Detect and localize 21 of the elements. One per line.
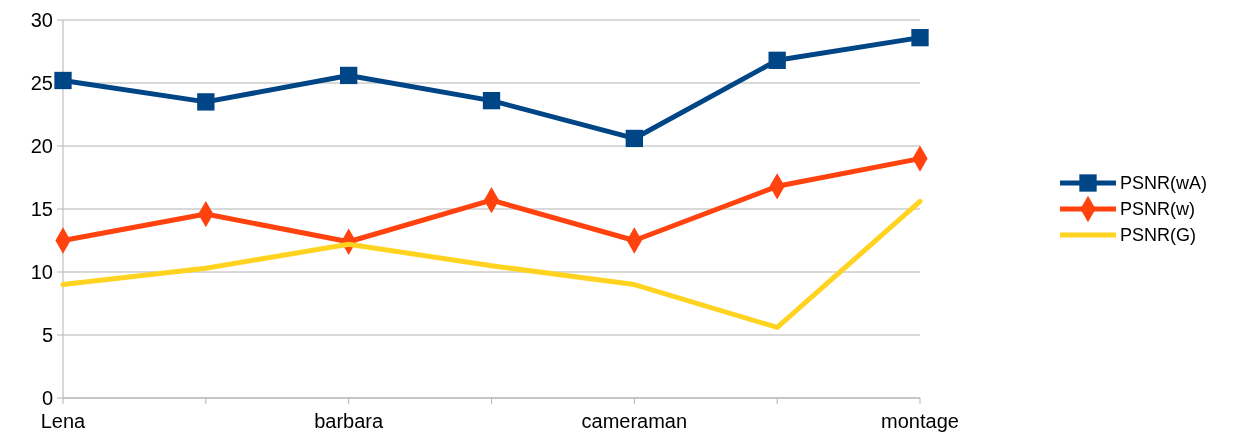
y-tick-label: 10 (30, 261, 53, 283)
legend-label: PSNR(wA) (1120, 173, 1208, 194)
point (340, 66, 358, 85)
y-tick-label: 20 (30, 135, 53, 157)
legend-label: PSNR(w) (1120, 199, 1195, 220)
point (482, 91, 501, 110)
point (768, 51, 786, 69)
point (625, 129, 643, 148)
y-tick-label: 30 (30, 9, 53, 31)
x-tick-label: Lena (40, 410, 87, 432)
x-tick-label: montage (881, 410, 959, 432)
y-tick-label: 25 (30, 72, 53, 94)
y-tick-label: 15 (30, 198, 53, 220)
y-tick-label: 5 (41, 324, 53, 346)
point (54, 71, 72, 90)
x-tick-label: cameraman (581, 410, 688, 432)
point (197, 93, 215, 111)
x-tick-label: barbara (314, 410, 385, 432)
y-tick-label: 0 (41, 387, 53, 409)
legend-label: PSNR(G) (1120, 225, 1196, 246)
point (911, 28, 929, 47)
